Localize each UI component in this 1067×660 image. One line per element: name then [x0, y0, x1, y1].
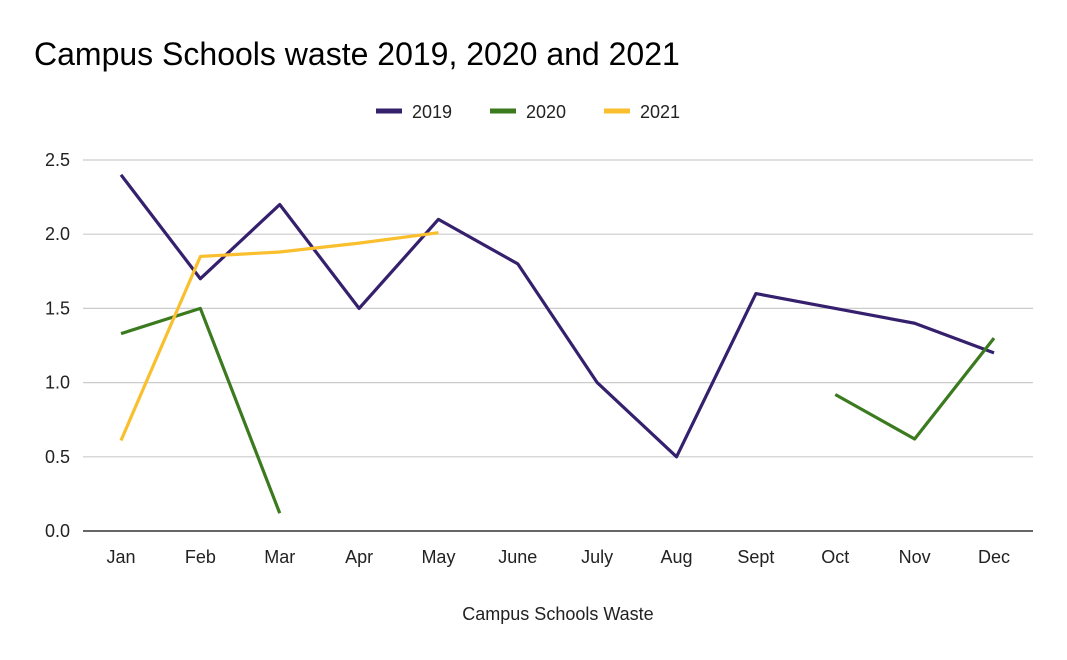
y-tick-label: 1.0 — [45, 373, 70, 393]
x-tick-label: May — [421, 547, 455, 567]
chart-title: Campus Schools waste 2019, 2020 and 2021 — [34, 36, 680, 72]
series-line-2020 — [120, 306, 282, 514]
x-tick-label: July — [581, 547, 613, 567]
y-tick-label: 2.0 — [45, 224, 70, 244]
x-tick-label: Sept — [737, 547, 774, 567]
x-tick-label: June — [498, 547, 537, 567]
series-line-2021 — [119, 231, 439, 442]
x-tick-label: Dec — [978, 547, 1010, 567]
x-tick-label: Jan — [106, 547, 135, 567]
legend-label: 2019 — [412, 102, 452, 122]
x-tick-label: Oct — [821, 547, 849, 567]
y-tick-label: 2.5 — [45, 150, 70, 170]
legend-label: 2020 — [526, 102, 566, 122]
series-line-2019 — [119, 173, 995, 459]
x-tick-label: Feb — [185, 547, 216, 567]
y-tick-label: 0.5 — [45, 447, 70, 467]
x-axis-label: Campus Schools Waste — [462, 604, 653, 624]
series-line-2020 — [834, 337, 996, 441]
x-tick-label: Nov — [899, 547, 931, 567]
y-tick-label: 1.5 — [45, 298, 70, 318]
y-tick-label: 0.0 — [45, 521, 70, 541]
x-tick-label: Apr — [345, 547, 373, 567]
x-tick-label: Aug — [661, 547, 693, 567]
legend-label: 2021 — [640, 102, 680, 122]
x-tick-label: Mar — [264, 547, 295, 567]
